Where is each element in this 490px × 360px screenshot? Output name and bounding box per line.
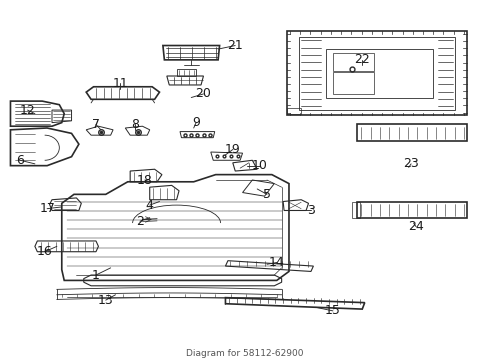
Text: 14: 14 [269,256,285,269]
Text: 16: 16 [37,245,52,258]
Text: 8: 8 [131,118,139,131]
Text: 12: 12 [20,104,35,117]
Text: 4: 4 [146,199,154,212]
Text: 9: 9 [192,116,200,129]
Text: 13: 13 [98,294,114,307]
Text: 23: 23 [403,157,419,170]
Text: 24: 24 [408,220,424,233]
Text: 6: 6 [16,154,24,167]
Text: 18: 18 [137,174,153,186]
Text: 21: 21 [227,39,243,52]
Text: 19: 19 [225,143,241,156]
Text: 17: 17 [39,202,55,215]
Text: 3: 3 [307,204,315,217]
Text: 11: 11 [113,77,128,90]
Text: Diagram for 58112-62900: Diagram for 58112-62900 [186,349,304,358]
Text: 10: 10 [252,159,268,172]
Text: 22: 22 [354,53,370,66]
Text: 15: 15 [325,305,341,318]
Text: 7: 7 [92,118,100,131]
Text: 2: 2 [136,215,144,228]
Text: 1: 1 [92,269,100,282]
Text: 5: 5 [263,188,271,201]
Text: 20: 20 [196,87,211,100]
